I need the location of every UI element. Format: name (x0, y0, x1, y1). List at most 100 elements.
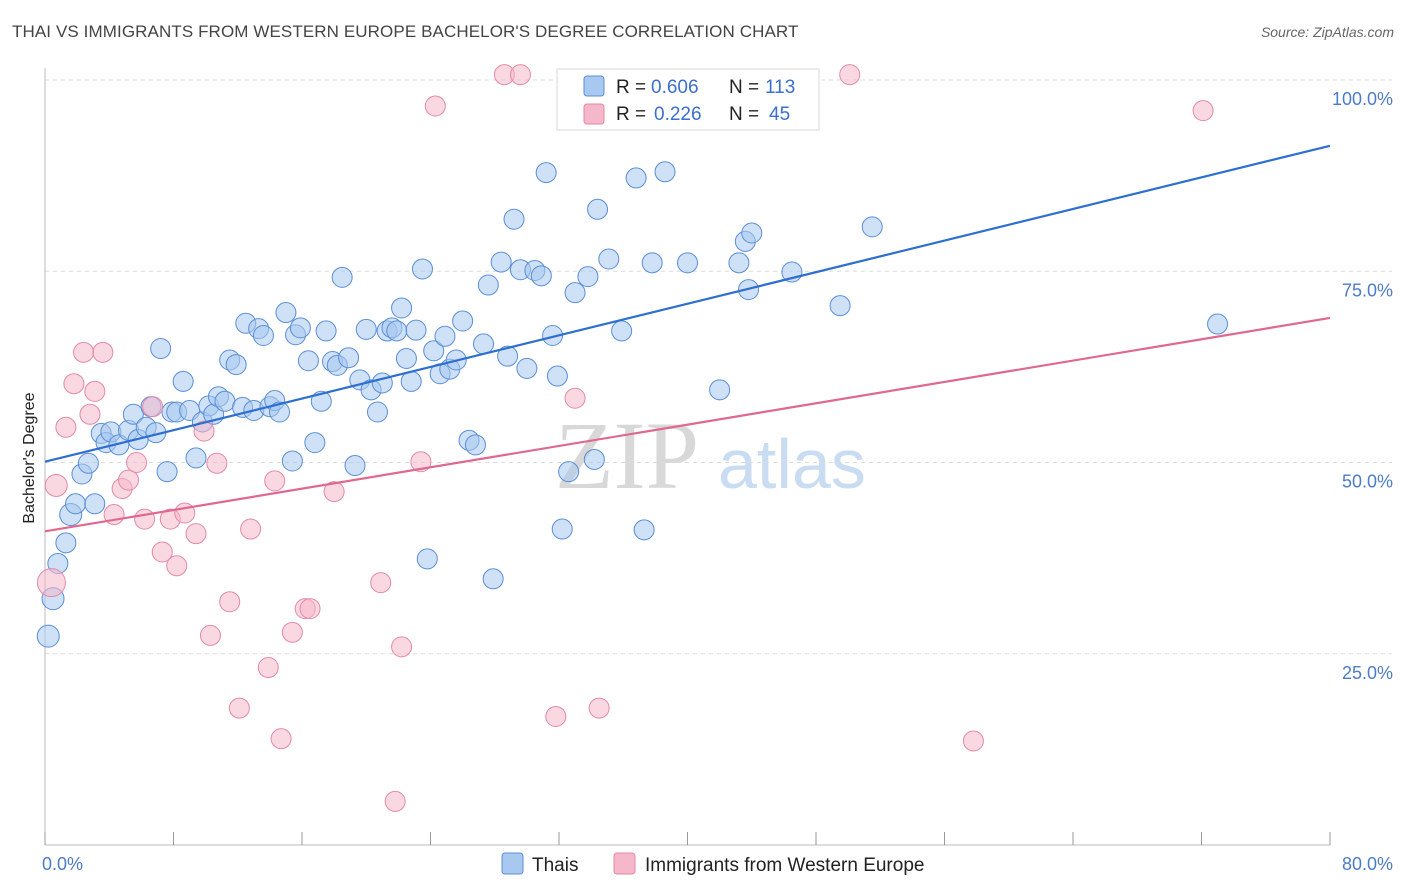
western-europe-point (257, 657, 279, 679)
thais-point (434, 325, 456, 347)
thais-point (391, 297, 413, 319)
western-europe-point (839, 64, 861, 86)
western-europe-point (410, 451, 432, 473)
gridlines (45, 79, 1392, 655)
western-europe-point (228, 697, 250, 719)
thais-point (84, 493, 106, 515)
legend-western-europe-label: Immigrants from Western Europe (645, 855, 924, 876)
thais-point (281, 450, 303, 472)
watermark-zip: ZIP (555, 402, 699, 509)
source-label: Source: ZipAtlas.com (1260, 24, 1394, 40)
thais-point (477, 274, 499, 296)
stats-legend: R = 0.606 N = 113 R = 0.226 N = 45 (556, 68, 820, 131)
western-europe-point (63, 373, 85, 395)
thais-point (452, 310, 474, 332)
thais-point (530, 265, 552, 287)
thais-point (611, 320, 633, 342)
western-europe-point (588, 697, 610, 719)
thais-point (587, 198, 609, 220)
western-europe-point (264, 470, 286, 492)
thais-r-value: 0.606 (651, 77, 699, 98)
western-europe-point (79, 403, 101, 425)
western-europe-n-label: N = (729, 104, 759, 125)
thais-point (654, 161, 676, 183)
western-europe-point (424, 95, 446, 117)
western-europe-point (206, 452, 228, 474)
western-europe-point (219, 591, 241, 613)
thais-point (598, 248, 620, 270)
western-europe-point (36, 568, 66, 598)
thais-point (386, 320, 408, 342)
thais-point (315, 320, 337, 342)
thais-point (185, 447, 207, 469)
thais-point (497, 345, 519, 367)
thais-point (405, 319, 427, 341)
thais-point (156, 461, 178, 483)
western-europe-point (564, 387, 586, 409)
thais-point (331, 266, 353, 288)
thais-point (252, 325, 274, 347)
thais-point (214, 390, 236, 412)
western-europe-point (545, 705, 567, 727)
thais-point (564, 282, 586, 304)
thais-point (289, 317, 311, 339)
western-europe-point (126, 452, 148, 473)
western-europe-n-value: 45 (769, 104, 790, 125)
bottom-legend: Thais Immigrants from Western Europe (501, 852, 924, 876)
thais-point (546, 365, 568, 387)
western-europe-point (199, 624, 221, 646)
thais-point (338, 347, 360, 369)
thais-point (473, 333, 495, 355)
thais-point (297, 350, 319, 372)
trend-lines (44, 144, 1331, 533)
thais-point (625, 167, 647, 189)
thais-point (77, 452, 99, 474)
western-europe-point (44, 473, 68, 497)
thais-point (122, 403, 144, 425)
thais-point (577, 266, 599, 288)
thais-point (829, 295, 851, 317)
watermark-atlas: atlas (718, 425, 866, 503)
thais-point (36, 624, 60, 648)
legend-thais-swatch (501, 852, 524, 875)
y-axis-label: Bachelor's Degree (21, 392, 38, 523)
thais-point (355, 318, 377, 340)
western-europe-point (193, 420, 215, 442)
thais-point (861, 216, 883, 238)
western-europe-point (134, 508, 156, 530)
thais-point (344, 455, 366, 477)
thais-point (269, 401, 291, 423)
western-europe-point (370, 572, 392, 594)
thais-n-label: N = (729, 77, 759, 98)
thais-point (709, 379, 731, 401)
thais-r-label: R = (616, 77, 646, 98)
western-europe-swatch (583, 103, 605, 125)
thais-point (464, 434, 486, 456)
western-europe-point (270, 728, 292, 750)
legend-western-europe-swatch (613, 852, 636, 875)
thais-point (310, 390, 332, 412)
western-europe-point (84, 380, 106, 402)
western-europe-point (185, 523, 207, 545)
thais-point (172, 370, 194, 392)
thais-point (275, 302, 297, 324)
thais-point (728, 252, 750, 274)
western-europe-trend-line (44, 316, 1331, 533)
western-europe-point (55, 416, 77, 438)
thais-trend-line (44, 144, 1331, 463)
thais-point (741, 222, 763, 244)
thais-point (490, 251, 512, 273)
thais-swatch (583, 75, 605, 97)
western-europe-r-value: 0.226 (654, 104, 702, 125)
western-europe-point (962, 730, 984, 752)
x-tick-label-min: 0.0% (42, 854, 83, 874)
y-tick-label: 50.0% (1342, 472, 1393, 492)
thais-point (677, 252, 698, 274)
western-europe-point (509, 64, 531, 86)
legend-thais-label: Thais (532, 855, 578, 876)
western-europe-point (166, 555, 188, 577)
thais-point (482, 568, 504, 590)
thais-point (55, 532, 77, 554)
western-europe-point (384, 790, 406, 812)
